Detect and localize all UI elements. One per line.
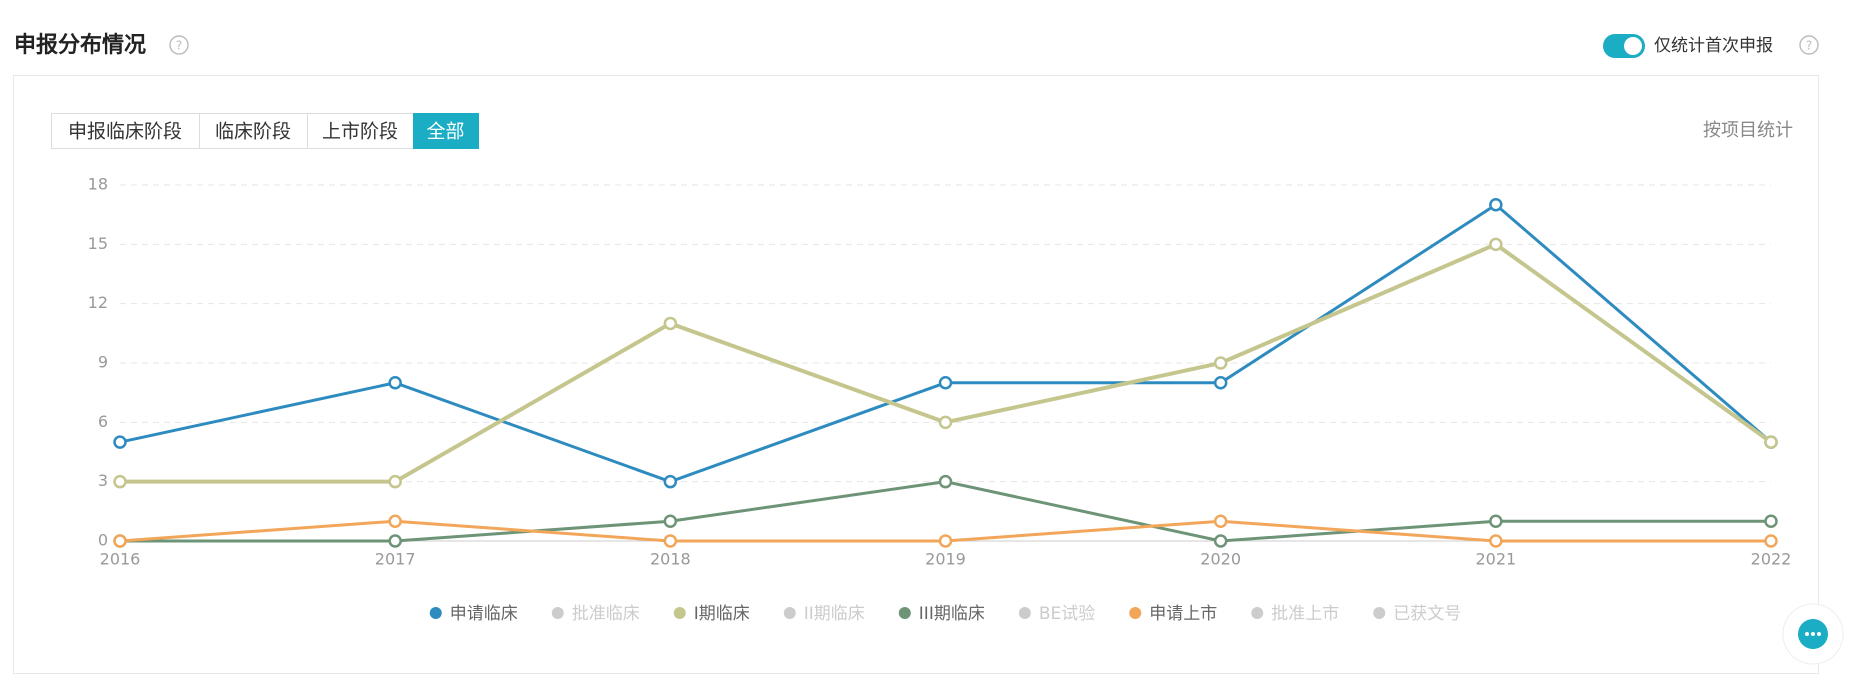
data-point (938, 474, 953, 489)
x-tick-label: 2016 (100, 550, 141, 569)
legend-label: 批准临床 (572, 604, 640, 624)
chat-button[interactable] (1782, 603, 1844, 665)
card (13, 75, 1819, 674)
data-point (1213, 514, 1228, 528)
toggle-knob (1624, 37, 1642, 55)
legend-item[interactable]: 申请临床 (429, 604, 518, 624)
data-point (1213, 356, 1228, 370)
tab-label: 上市阶段 (322, 121, 398, 143)
tab-label: 全部 (426, 121, 464, 143)
x-tick-label: 2019 (925, 550, 966, 569)
y-tick-label: 6 (98, 412, 108, 431)
help-icon[interactable]: ? (1799, 35, 1819, 55)
data-point (663, 514, 678, 528)
data-point (1489, 198, 1503, 212)
section-title: 申报分布情况 (14, 32, 146, 58)
data-point (1489, 237, 1503, 252)
legend-label: 申请临床 (450, 604, 518, 624)
y-tick-label: 12 (88, 293, 108, 312)
toggle-label: 仅统计首次申报 (1654, 36, 1773, 56)
data-point (1764, 435, 1778, 449)
chat-dot (1817, 632, 1821, 636)
y-tick-label: 9 (98, 353, 108, 372)
help-icon[interactable]: ? (169, 35, 189, 55)
legend-swatch (1251, 607, 1264, 619)
data-point (1764, 514, 1778, 528)
tab[interactable] (199, 113, 308, 149)
x-tick-label: 2022 (1751, 550, 1792, 569)
tab[interactable] (51, 113, 200, 149)
legend-item[interactable]: 申请上市 (1129, 604, 1217, 624)
legend-swatch (673, 607, 686, 619)
data-point (388, 376, 402, 390)
legend-swatch (783, 607, 796, 619)
data-point (663, 316, 678, 331)
tab[interactable] (413, 113, 479, 149)
data-point (663, 534, 678, 548)
legend-item[interactable]: 已获文号 (1373, 604, 1461, 624)
tab-group: 申报临床阶段 临床阶段 上市阶段 全部 (51, 113, 479, 149)
data-point (388, 534, 402, 548)
y-tick-label: 15 (88, 234, 108, 253)
legend-item[interactable]: III期临床 (898, 604, 985, 624)
legend-item[interactable]: 批准上市 (1251, 604, 1339, 624)
data-point (388, 474, 402, 489)
legend: 申请临床 批准临床 I期临床 II期临床 III期临床 BE试验 申请上市 批准上市 已获文号 (429, 604, 1461, 624)
data-point (113, 435, 127, 449)
chat-dot (1811, 632, 1815, 636)
x-tick-label: 2017 (375, 550, 416, 569)
data-point (1489, 514, 1503, 528)
data-point (938, 376, 953, 390)
x-tick-label: 2021 (1475, 550, 1516, 569)
data-point (938, 415, 953, 430)
legend-swatch (898, 607, 911, 619)
data-point (663, 474, 678, 489)
toggle[interactable] (1603, 34, 1645, 58)
data-point (938, 534, 953, 548)
legend-label: I期临床 (694, 604, 750, 624)
tab-label: 申报临床阶段 (68, 121, 182, 143)
data-point (1764, 534, 1778, 548)
data-point (113, 474, 127, 489)
legend-swatch (1018, 607, 1031, 619)
legend-item[interactable]: BE试验 (1018, 604, 1095, 624)
data-point (113, 534, 127, 548)
legend-swatch (1373, 607, 1386, 619)
legend-label: III期临床 (919, 604, 985, 624)
data-point (388, 514, 402, 528)
legend-label: II期临床 (804, 604, 865, 624)
data-point (1213, 376, 1228, 390)
legend-swatch (1129, 607, 1142, 619)
help-mark: ? (176, 39, 182, 53)
data-point (1213, 534, 1228, 548)
side-label[interactable]: 按项目统计 (1703, 120, 1793, 141)
legend-label: 申请上市 (1149, 604, 1217, 624)
help-circle (169, 35, 189, 55)
help-mark: ? (1806, 39, 1812, 53)
legend-label: 已获文号 (1393, 604, 1461, 624)
legend-swatch (551, 607, 564, 619)
y-tick-label: 18 (88, 175, 108, 194)
chat-dot (1805, 632, 1809, 636)
y-tick-label: 0 (98, 531, 108, 550)
help-circle (1799, 35, 1819, 55)
legend-swatch (429, 607, 442, 619)
x-tick-label: 2018 (650, 550, 691, 569)
tab-label: 临床阶段 (215, 121, 291, 143)
legend-item[interactable]: II期临床 (783, 604, 865, 624)
x-tick-label: 2020 (1200, 550, 1241, 569)
data-point (1489, 534, 1503, 548)
legend-label: BE试验 (1039, 604, 1095, 624)
y-tick-label: 3 (98, 471, 108, 490)
legend-item[interactable]: 批准临床 (551, 604, 640, 624)
legend-item[interactable]: I期临床 (673, 604, 750, 624)
legend-label: 批准上市 (1271, 604, 1339, 624)
